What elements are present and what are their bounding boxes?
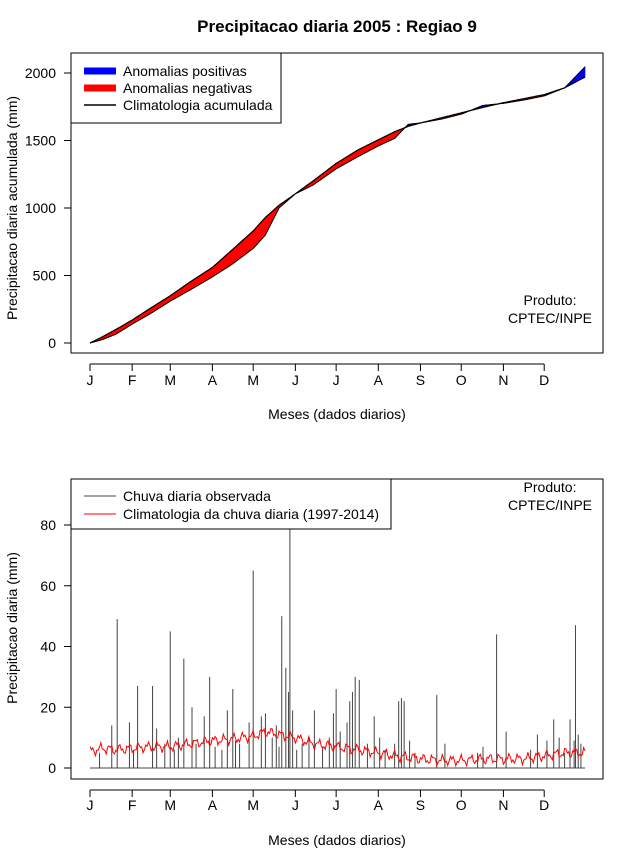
top-x-tick-label: J [292, 372, 299, 388]
bottom-x-tick-label: A [208, 797, 218, 813]
top-x-tick-label: A [374, 372, 384, 388]
bottom-y-tick-label: 80 [40, 517, 56, 533]
top-y-axis: 0 500 1000 1500 2000 [25, 65, 72, 351]
bottom-credit-line-1: Produto: [524, 479, 577, 495]
top-x-tick-label: J [87, 372, 94, 388]
bottom-x-tick-label: J [333, 797, 340, 813]
bottom-x-tick-label: F [128, 797, 137, 813]
top-chart-title: Precipitacao diaria 2005 : Regiao 9 [197, 17, 477, 36]
legend-label-observed: Chuva diaria observada [123, 488, 271, 504]
top-x-tick-label: A [208, 372, 218, 388]
legend-label-climatology-daily: Climatologia da chuva diaria (1997-2014) [123, 506, 379, 522]
top-x-tick-label: M [247, 372, 259, 388]
bottom-y-axis: 0 20 40 60 80 [40, 517, 72, 776]
top-legend: Anomalias positivas Anomalias negativas … [70, 52, 282, 124]
bottom-x-tick-label: A [374, 797, 384, 813]
legend-label-climatology: Climatologia acumulada [123, 97, 273, 113]
top-x-axis-label: Meses (dados diarios) [268, 406, 406, 422]
legend-label-positive: Anomalias positivas [123, 63, 247, 79]
top-y-tick-label: 1000 [25, 200, 56, 216]
bottom-y-tick-label: 40 [40, 639, 56, 655]
bottom-observed-daily-bars [90, 480, 585, 769]
top-x-tick-label: D [539, 372, 549, 388]
bottom-x-tick-label: M [247, 797, 259, 813]
bottom-y-axis-label: Precipitacao diaria (mm) [4, 552, 20, 704]
bottom-x-tick-label: D [539, 797, 549, 813]
bottom-x-tick-label: S [416, 797, 425, 813]
bottom-credit-line-2: CPTEC/INPE [508, 497, 592, 513]
top-credit-line-2: CPTEC/INPE [508, 310, 592, 326]
top-y-tick-label: 1500 [25, 133, 56, 149]
legend-label-negative: Anomalias negativas [123, 80, 252, 96]
bottom-y-tick-label: 20 [40, 699, 56, 715]
bottom-x-tick-label: N [498, 797, 508, 813]
top-climatology-cumulative-line [89, 76, 586, 344]
top-credit-line-1: Produto: [524, 292, 577, 308]
top-y-tick-label: 0 [48, 335, 56, 351]
bottom-y-tick-label: 0 [48, 760, 56, 776]
bottom-x-tick-label: J [87, 797, 94, 813]
top-x-tick-label: S [416, 372, 425, 388]
bottom-legend: Chuva diaria observada Climatologia da c… [70, 478, 392, 530]
bottom-y-tick-label: 60 [40, 578, 56, 594]
bottom-x-axis-label: Meses (dados diarios) [268, 832, 406, 848]
bottom-legend-box [70, 478, 392, 530]
top-y-tick-label: 500 [33, 268, 57, 284]
top-x-tick-label: J [333, 372, 340, 388]
top-x-tick-label: F [128, 372, 137, 388]
top-x-tick-label: N [498, 372, 508, 388]
bottom-x-tick-label: J [292, 797, 299, 813]
top-panel: Precipitacao diaria 2005 : Regiao 9 0 500… [4, 17, 604, 422]
bottom-climatology-daily-line [89, 727, 586, 768]
top-x-tick-label: O [456, 372, 467, 388]
top-y-axis-label: Precipitacao diaria acumulada (mm) [4, 96, 20, 320]
top-x-tick-label: M [164, 372, 176, 388]
bottom-x-tick-label: O [456, 797, 467, 813]
bottom-panel: 0 20 40 60 80 J F M A M J J A S O N D Precipitacao diar… [4, 478, 604, 848]
bottom-x-tick-label: M [164, 797, 176, 813]
top-y-tick-label: 2000 [25, 65, 56, 81]
